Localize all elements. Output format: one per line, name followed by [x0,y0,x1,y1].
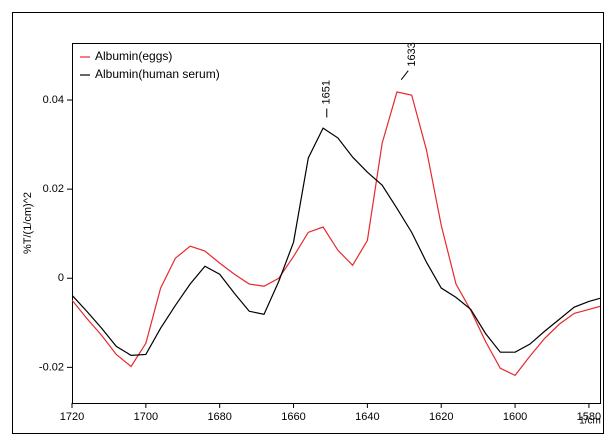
x-tick-label: 1700 [134,411,158,423]
x-tick-label: 1600 [503,411,527,423]
outer-frame [12,12,604,434]
x-tick-label: 1640 [355,411,379,423]
data-line [72,127,600,356]
annotation-label: 1651 [321,80,333,104]
y-tick-label: 0.04 [43,94,64,106]
x-tick-label: 1680 [207,411,231,423]
legend-label: Albumin(human serum) [95,67,220,81]
legend-label: Albumin(eggs) [95,49,172,63]
x-tick-label: 1620 [429,411,453,423]
y-tick-label: 0.02 [43,183,64,195]
data-line [72,91,600,377]
x-tick-label: 1580 [577,411,601,423]
plot-frame [72,43,601,404]
y-tick-label: -0.02 [39,361,64,373]
annotation-label: 1633 [406,42,418,66]
annotation-leader [400,70,409,80]
x-tick-label: 1660 [281,411,305,423]
y-axis-label: %T/(1/cm)^2 [22,192,34,254]
x-axis-unit: 1/cm [579,416,601,427]
plot-area [72,91,600,377]
x-tick-label: 1720 [60,411,84,423]
y-tick-label: 0 [58,272,64,284]
